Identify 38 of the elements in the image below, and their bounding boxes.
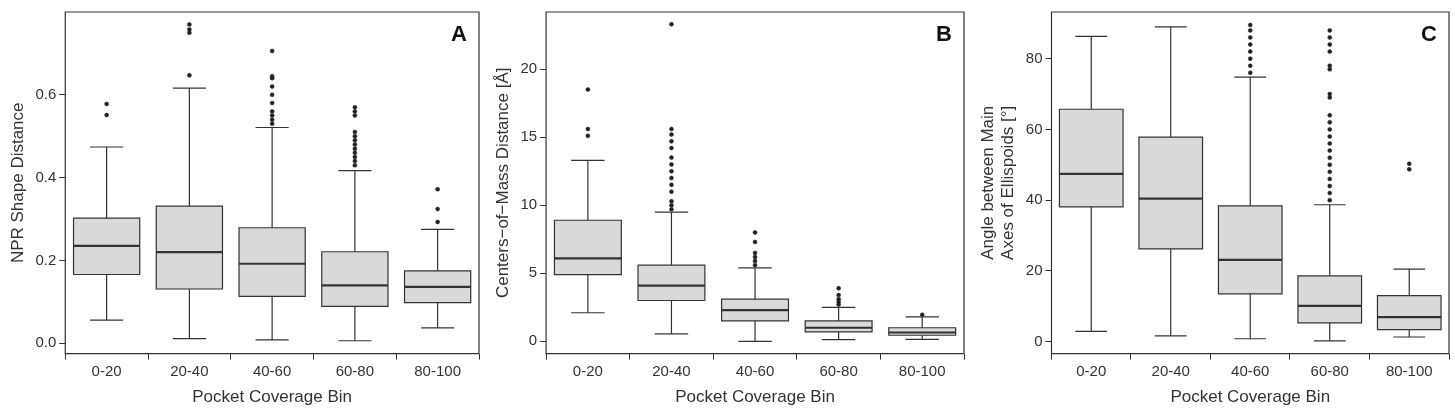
x-axis-title: Pocket Coverage Bin — [192, 387, 352, 407]
x-tick-label: 60-80 — [1310, 361, 1349, 379]
y-tick-label: 0 — [528, 331, 538, 349]
y-axis-title: NPR Shape Distance — [7, 102, 27, 264]
y-tick-label: 10 — [520, 195, 538, 213]
y-axis-title: Centers−of−Mass Distance [Å] — [492, 67, 512, 299]
x-tick-label: 40-60 — [735, 361, 775, 379]
y-tick-label: 20 — [520, 59, 538, 77]
x-tick-label: 80-100 — [1385, 361, 1433, 379]
x-tick-label: 20-40 — [1151, 361, 1190, 379]
x-tick-label: 80-100 — [414, 361, 461, 379]
y-tick-label: 0.0 — [35, 333, 57, 351]
x-tick-label: 0-20 — [1076, 361, 1107, 379]
x-axis-title: Pocket Coverage Bin — [675, 387, 835, 407]
annotation: A — [451, 21, 468, 47]
x-tick-label: 60-80 — [335, 361, 375, 379]
y-tick-label: 0.6 — [35, 84, 57, 102]
y-tick-label: 20 — [1025, 260, 1043, 278]
x-tick-label: 20-40 — [652, 361, 691, 379]
annotation: B — [936, 21, 952, 47]
y-tick-label: 15 — [520, 127, 538, 145]
y-tick-label: 0.4 — [35, 167, 57, 185]
x-tick-label: 60-80 — [819, 361, 858, 379]
y-axis-title: Angle between Main Axes of Ellispoids [°] — [977, 105, 1018, 260]
x-tick-label: 40-60 — [1231, 361, 1270, 379]
y-tick-label: 0 — [1034, 331, 1043, 349]
x-tick-label: 80-100 — [898, 361, 946, 379]
y-tick-label: 60 — [1025, 119, 1043, 137]
y-tick-label: 40 — [1025, 190, 1043, 208]
y-tick-label: 5 — [528, 263, 538, 281]
x-tick-label: 0-20 — [572, 361, 603, 379]
x-axis-title: Pocket Coverage Bin — [1170, 387, 1331, 407]
annotation: C — [1421, 21, 1438, 47]
x-tick-label: 0-20 — [91, 361, 122, 379]
x-tick-label: 20-40 — [170, 361, 209, 379]
y-tick-label: 80 — [1025, 48, 1043, 66]
x-tick-label: 40-60 — [252, 361, 292, 379]
y-tick-label: 0.2 — [35, 250, 57, 268]
